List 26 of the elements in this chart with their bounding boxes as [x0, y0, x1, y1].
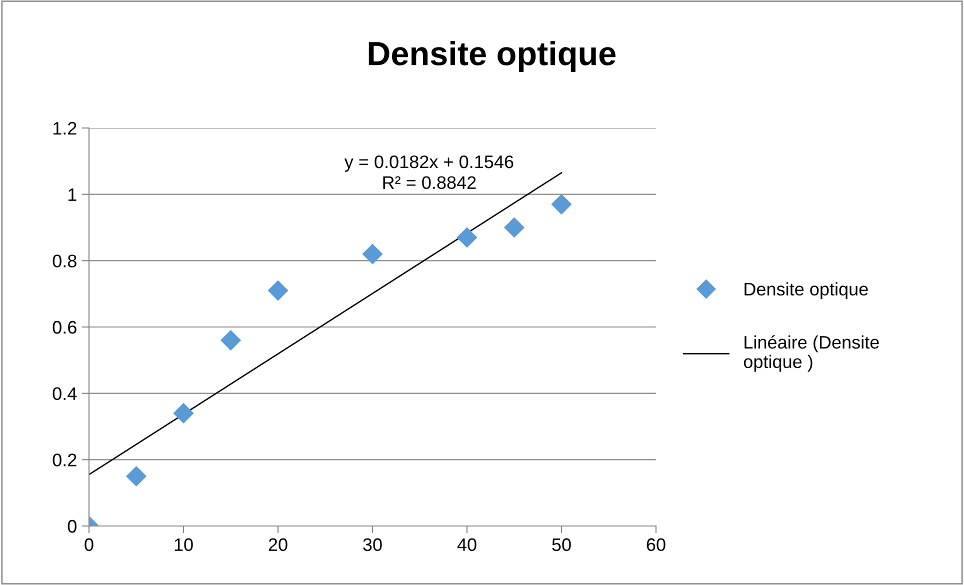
- point: [551, 194, 572, 215]
- legend-label: Densite optique: [744, 282, 868, 300]
- y-tick-label: 0.6: [52, 320, 76, 334]
- x-tick-label: 0: [84, 538, 94, 552]
- x-tick-label: 10: [174, 538, 193, 552]
- x-tick-label: 20: [268, 538, 288, 552]
- x-tick-label: 40: [457, 538, 476, 552]
- y-tick-label: 1: [68, 188, 76, 201]
- y-tick-label: 0.2: [52, 454, 76, 466]
- y-tick-label: 0.4: [52, 387, 77, 400]
- y-tick-label: 0.8: [52, 254, 76, 268]
- x-tick-label: 60: [646, 538, 666, 552]
- chart-title: Densite optique: [368, 40, 616, 72]
- x-tick-label: 50: [552, 538, 571, 552]
- y-tick-label: 0: [68, 520, 76, 533]
- point: [268, 280, 288, 301]
- point: [220, 330, 242, 351]
- point: [362, 244, 383, 264]
- point: [173, 402, 194, 424]
- y-tick-label: 1.2: [53, 122, 76, 135]
- x-tick-label: 30: [363, 538, 382, 552]
- point: [504, 217, 525, 238]
- annotation: y = 0.0182x + 0.1546 R² = 0.8842: [344, 155, 514, 189]
- point: [126, 466, 147, 487]
- legend-label: Linéaire (Densite optique ): [744, 335, 879, 372]
- point: [456, 227, 478, 248]
